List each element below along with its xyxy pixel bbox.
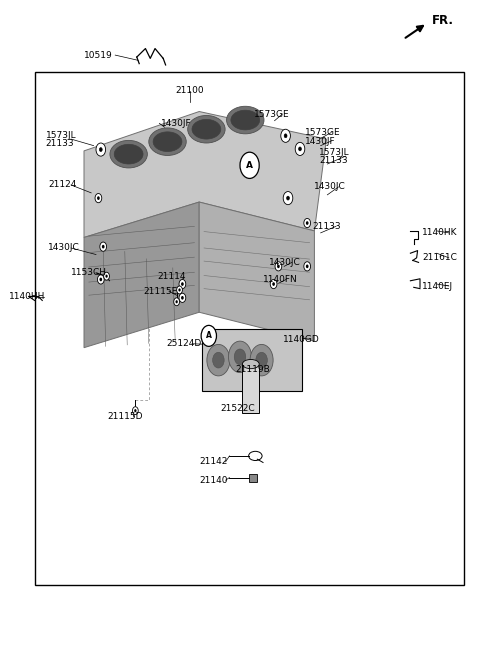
- Text: 21133: 21133: [46, 138, 74, 148]
- Circle shape: [97, 275, 104, 284]
- Circle shape: [284, 134, 287, 138]
- Circle shape: [213, 352, 224, 368]
- Ellipse shape: [192, 119, 221, 139]
- Text: 21140: 21140: [199, 476, 228, 485]
- Circle shape: [201, 325, 216, 346]
- Circle shape: [134, 409, 136, 412]
- Text: 1140FN: 1140FN: [263, 275, 298, 284]
- Circle shape: [181, 282, 184, 286]
- Circle shape: [275, 262, 282, 271]
- Text: 21115D: 21115D: [108, 412, 143, 421]
- Text: 1140HK: 1140HK: [422, 228, 458, 237]
- Circle shape: [95, 194, 102, 203]
- Circle shape: [179, 293, 186, 302]
- Circle shape: [283, 192, 293, 205]
- Circle shape: [102, 245, 105, 249]
- Circle shape: [96, 143, 106, 156]
- Text: 21133: 21133: [319, 155, 348, 165]
- Circle shape: [304, 218, 311, 228]
- Circle shape: [177, 286, 182, 294]
- Circle shape: [304, 262, 311, 271]
- Polygon shape: [84, 202, 199, 348]
- Circle shape: [97, 196, 100, 200]
- Circle shape: [99, 148, 102, 152]
- Circle shape: [179, 279, 186, 289]
- Text: FR.: FR.: [432, 14, 454, 28]
- Text: 21119B: 21119B: [235, 365, 270, 374]
- Circle shape: [100, 242, 107, 251]
- Text: 1573GE: 1573GE: [254, 110, 290, 119]
- Circle shape: [250, 344, 273, 376]
- Text: A: A: [246, 161, 253, 170]
- Text: 1430JF: 1430JF: [305, 137, 336, 146]
- Text: 1153CH: 1153CH: [71, 268, 107, 277]
- Text: 1140EJ: 1140EJ: [422, 281, 454, 291]
- Bar: [242, 364, 259, 413]
- Circle shape: [106, 275, 108, 277]
- Text: A: A: [206, 331, 212, 340]
- Circle shape: [104, 272, 109, 280]
- Circle shape: [132, 407, 138, 415]
- Circle shape: [281, 129, 290, 142]
- Ellipse shape: [149, 128, 186, 155]
- Circle shape: [240, 152, 259, 178]
- Circle shape: [299, 147, 301, 151]
- Circle shape: [174, 298, 180, 306]
- Text: 21100: 21100: [175, 86, 204, 95]
- Polygon shape: [199, 202, 314, 341]
- Text: 10519: 10519: [84, 51, 113, 60]
- Ellipse shape: [227, 106, 264, 134]
- Bar: [249, 474, 257, 482]
- Text: 1140HH: 1140HH: [9, 292, 45, 301]
- Text: 21124: 21124: [48, 180, 76, 190]
- Circle shape: [234, 349, 246, 365]
- Bar: [202, 329, 302, 391]
- Circle shape: [181, 296, 184, 300]
- Text: 21142: 21142: [199, 457, 228, 466]
- Ellipse shape: [110, 140, 147, 168]
- Circle shape: [272, 282, 275, 286]
- Text: 1430JC: 1430JC: [314, 182, 346, 192]
- Text: 21133: 21133: [312, 222, 341, 231]
- Text: 1573JL: 1573JL: [46, 131, 76, 140]
- Circle shape: [207, 344, 230, 376]
- Text: 1430JF: 1430JF: [161, 119, 192, 128]
- Text: 21522C: 21522C: [221, 403, 255, 413]
- Text: 21161C: 21161C: [422, 253, 457, 262]
- Text: 1430JC: 1430JC: [269, 258, 300, 267]
- Polygon shape: [84, 112, 326, 237]
- Text: 25124D: 25124D: [166, 339, 201, 348]
- Circle shape: [99, 277, 102, 281]
- Circle shape: [277, 264, 280, 268]
- Circle shape: [179, 289, 180, 291]
- Bar: [35, 72, 464, 585]
- Circle shape: [306, 264, 309, 268]
- Circle shape: [228, 341, 252, 373]
- Circle shape: [176, 300, 178, 303]
- Text: 1140GD: 1140GD: [283, 335, 320, 344]
- Circle shape: [287, 196, 289, 200]
- Text: 21114: 21114: [157, 272, 186, 281]
- Circle shape: [256, 352, 267, 368]
- Ellipse shape: [231, 110, 260, 130]
- Circle shape: [295, 142, 305, 155]
- Text: 21115E: 21115E: [143, 287, 177, 296]
- Ellipse shape: [188, 115, 225, 143]
- Text: 1573JL: 1573JL: [319, 148, 350, 157]
- Text: 1430JC: 1430JC: [48, 243, 80, 253]
- Circle shape: [270, 279, 277, 289]
- Text: 1573GE: 1573GE: [305, 128, 340, 137]
- Ellipse shape: [242, 359, 259, 369]
- Ellipse shape: [114, 144, 143, 164]
- Circle shape: [306, 221, 309, 225]
- Ellipse shape: [153, 132, 182, 152]
